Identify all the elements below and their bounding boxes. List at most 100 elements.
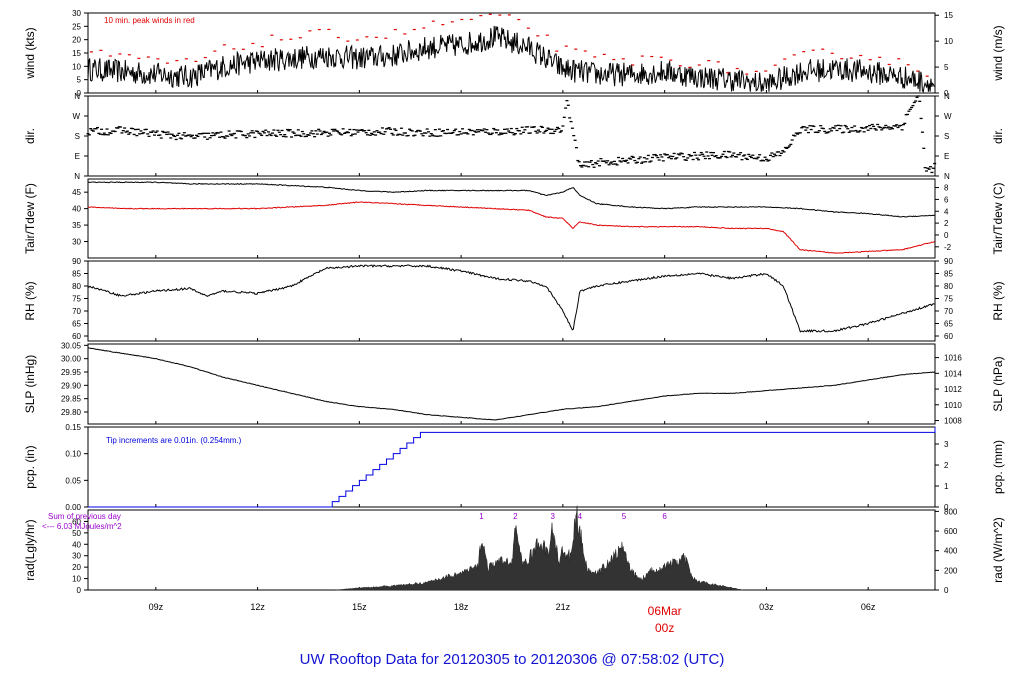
rad-marker-3: 3 (550, 512, 555, 521)
ylabel-left-slp: SLP (inHg) (23, 355, 37, 413)
series-Tdew (87, 201, 936, 254)
right-tick-label-pcp: 3 (944, 440, 949, 449)
left-tick-label-wind: 15 (72, 49, 81, 58)
rad-marker-4: 4 (578, 512, 583, 521)
left-tick-label-rh: 65 (72, 320, 81, 329)
annotation-wind: 10 min. peak winds in red (104, 16, 195, 25)
left-tick-label-temp: 40 (72, 205, 81, 214)
chart-title: UW Rooftop Data for 20120305 to 20120306… (299, 651, 725, 668)
ylabel-right-rh: RH (%) (991, 281, 1005, 320)
date-time-label: 00z (655, 621, 674, 635)
left-tick-label-pcp: 0.00 (65, 503, 81, 512)
right-tick-label-rad: 200 (944, 566, 958, 575)
panel-frame-temp (87, 178, 936, 259)
ylabel-right-slp: SLP (hPa) (991, 356, 1005, 411)
right-tick-label-wind: 10 (944, 37, 953, 46)
right-tick-label-wind: 15 (944, 11, 953, 20)
left-tick-label-wind: 25 (72, 22, 81, 31)
ylabel-right-pcp: pcp. (mm) (991, 440, 1005, 494)
right-tick-label-rad: 0 (944, 586, 949, 595)
right-tick-label-rh: 80 (944, 282, 953, 291)
annotation-pcp: Tip increments are 0.01in. (0.254mm.) (106, 436, 242, 445)
ylabel-right-dir: dir. (991, 128, 1005, 144)
left-tick-label-slp: 29.85 (61, 395, 82, 404)
left-tick-label-slp: 29.95 (61, 368, 82, 377)
series-solar-radiation (335, 505, 743, 591)
rad-marker-2: 2 (513, 512, 518, 521)
series-wind-speed (87, 25, 935, 93)
left-tick-label-rh: 80 (72, 282, 81, 291)
date-label: 06Mar (648, 604, 682, 618)
series-sea-level-pressure (87, 347, 935, 421)
left-tick-label-wind: 5 (77, 76, 82, 85)
right-tick-label-temp: 4 (944, 207, 949, 216)
ylabel-left-rh: RH (%) (23, 281, 37, 320)
left-tick-label-dir: W (72, 112, 80, 121)
right-tick-label-dir: N (944, 172, 950, 181)
time-label: 09z (149, 602, 164, 612)
right-tick-label-slp: 1012 (944, 385, 962, 394)
left-tick-label-wind: 0 (77, 89, 82, 98)
right-tick-label-slp: 1014 (944, 369, 962, 378)
ylabel-right-rad: rad (W/m^2) (991, 517, 1005, 583)
left-tick-label-temp: 30 (72, 238, 81, 247)
rad-sum-line-2: <--- 6.03 MJoules/m^2 (42, 522, 122, 531)
right-tick-label-rad: 400 (944, 547, 958, 556)
left-tick-label-dir: N (74, 172, 80, 181)
time-label: 18z (454, 602, 469, 612)
left-tick-label-temp: 35 (72, 221, 81, 230)
left-tick-label-rad: 30 (72, 552, 81, 561)
left-tick-label-slp: 29.90 (61, 381, 82, 390)
left-tick-label-pcp: 0.10 (65, 450, 81, 459)
left-tick-label-rad: 50 (72, 529, 81, 538)
rad-sum-line-1: Sum of previous day (48, 512, 121, 521)
right-tick-label-wind: 5 (944, 63, 949, 72)
right-tick-label-temp: 2 (944, 219, 949, 228)
right-tick-label-rh: 60 (944, 332, 953, 341)
left-tick-label-rad: 10 (72, 575, 81, 584)
left-tick-label-rad: 40 (72, 540, 81, 549)
left-tick-label-dir: S (75, 132, 80, 141)
ylabel-right-temp: Tair/Tdew (C) (991, 182, 1005, 254)
panel-frame-pcp (87, 426, 936, 508)
ylabel-left-rad: rad(Lgly/hr) (23, 519, 37, 580)
right-tick-label-temp: -2 (944, 243, 952, 252)
right-tick-label-rad: 600 (944, 527, 958, 536)
left-tick-label-slp: 30.00 (61, 355, 82, 364)
right-tick-label-rad: 800 (944, 507, 958, 516)
panel-frame-slp (87, 343, 936, 425)
left-tick-label-rh: 75 (72, 295, 81, 304)
rad-marker-6: 6 (662, 512, 667, 521)
left-tick-label-wind: 10 (72, 62, 81, 71)
time-label: 06z (861, 602, 876, 612)
left-tick-label-pcp: 0.05 (65, 476, 81, 485)
right-tick-label-slp: 1008 (944, 417, 962, 426)
left-tick-label-rad: 20 (72, 563, 81, 572)
left-tick-label-temp: 45 (72, 188, 81, 197)
left-tick-label-rad: 0 (77, 586, 82, 595)
right-tick-label-slp: 1010 (944, 401, 962, 410)
time-label: 21z (556, 602, 571, 612)
rad-marker-5: 5 (622, 512, 627, 521)
ylabel-left-pcp: pcp. (in) (23, 445, 37, 488)
time-label: 03z (759, 602, 774, 612)
right-tick-label-temp: 8 (944, 184, 949, 193)
left-tick-label-rh: 70 (72, 307, 81, 316)
left-tick-label-slp: 30.05 (61, 341, 82, 350)
time-label: 15z (352, 602, 367, 612)
right-tick-label-rh: 70 (944, 307, 953, 316)
right-tick-label-rh: 85 (944, 270, 953, 279)
left-tick-label-dir: N (74, 92, 80, 101)
left-tick-label-rad: 60 (72, 517, 81, 526)
panel-frame-rh (87, 260, 936, 342)
right-tick-label-rh: 65 (944, 320, 953, 329)
right-tick-label-dir: N (944, 92, 950, 101)
right-tick-label-wind: 0 (944, 89, 949, 98)
left-tick-label-wind: 20 (72, 36, 81, 45)
right-tick-label-pcp: 1 (944, 482, 949, 491)
right-tick-label-pcp: 0 (944, 503, 949, 512)
ylabel-right-wind: wind (m/s) (991, 25, 1005, 81)
right-tick-label-temp: 0 (944, 231, 949, 240)
left-tick-label-slp: 29.80 (61, 408, 82, 417)
